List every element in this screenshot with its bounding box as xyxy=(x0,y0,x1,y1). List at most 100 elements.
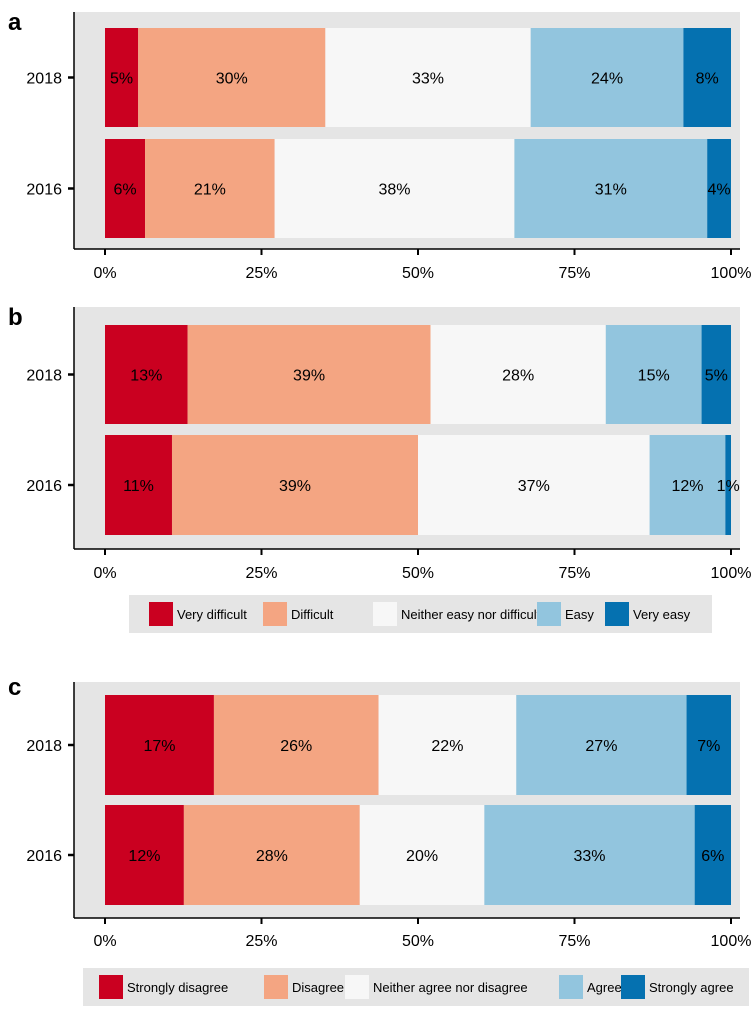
bar-segment xyxy=(694,805,731,905)
x-tick-label: 75% xyxy=(558,565,590,582)
data-label: 24% xyxy=(591,71,623,88)
y-tick-label: 2018 xyxy=(26,71,62,88)
bar-segment xyxy=(530,28,684,127)
legend-label: Easy xyxy=(565,607,594,622)
legend-key xyxy=(99,975,123,999)
data-label: 38% xyxy=(379,182,411,199)
data-label: 39% xyxy=(279,478,311,495)
data-label: 37% xyxy=(518,478,550,495)
bar-segment xyxy=(701,325,731,424)
bar-segment xyxy=(105,435,172,535)
legend-label: Very easy xyxy=(633,607,691,622)
x-tick-label: 100% xyxy=(711,565,752,582)
bar-segment xyxy=(213,695,379,795)
x-tick-label: 0% xyxy=(93,933,116,950)
legend-label: Strongly disagree xyxy=(127,980,228,995)
legend-key xyxy=(264,975,288,999)
data-label: 4% xyxy=(708,182,731,199)
data-label: 39% xyxy=(293,368,325,385)
bar-segment xyxy=(274,139,515,238)
legend-key xyxy=(373,602,397,626)
bar-segment xyxy=(605,325,702,424)
panel-label: a xyxy=(8,9,22,36)
bar-segment xyxy=(145,139,275,238)
legend-key xyxy=(537,602,561,626)
legend-label: Disagree xyxy=(292,980,344,995)
legend-key xyxy=(263,602,287,626)
data-label: 12% xyxy=(128,848,160,865)
legend-label: Difficult xyxy=(291,607,334,622)
panel-label: c xyxy=(8,674,21,701)
data-label: 11% xyxy=(123,478,154,495)
data-label: 28% xyxy=(256,848,288,865)
x-tick-label: 75% xyxy=(558,265,590,282)
x-tick-label: 0% xyxy=(93,265,116,282)
bar-segment xyxy=(105,695,214,795)
data-label: 8% xyxy=(696,71,719,88)
data-label: 28% xyxy=(502,368,534,385)
x-tick-label: 100% xyxy=(711,265,752,282)
y-tick-label: 2018 xyxy=(26,738,62,755)
panel-label: b xyxy=(8,304,23,331)
data-label: 5% xyxy=(110,71,133,88)
bar-segment xyxy=(430,325,606,424)
bar-segment xyxy=(378,695,517,795)
data-label: 1% xyxy=(717,478,740,495)
data-label: 6% xyxy=(701,848,724,865)
y-tick-label: 2016 xyxy=(26,848,62,865)
data-label: 13% xyxy=(130,368,162,385)
legend-label: Agree xyxy=(587,980,622,995)
y-tick-label: 2016 xyxy=(26,182,62,199)
legend-key xyxy=(345,975,369,999)
y-tick-label: 2016 xyxy=(26,478,62,495)
bar-segment xyxy=(183,805,360,905)
bar-segment xyxy=(649,435,726,535)
legend-key xyxy=(149,602,173,626)
x-tick-label: 0% xyxy=(93,565,116,582)
bar-segment xyxy=(418,435,650,535)
data-label: 12% xyxy=(671,478,703,495)
x-tick-label: 50% xyxy=(402,933,434,950)
data-label: 20% xyxy=(406,848,438,865)
bar-segment xyxy=(725,435,731,535)
y-tick-label: 2018 xyxy=(26,368,62,385)
chart-panel-a: a 5% 30% 33% 24% 8% 2018 6% 21% 38% 31% 4% 2016 0% 25%… xyxy=(8,9,751,282)
bar-segment xyxy=(359,805,485,905)
data-label: 30% xyxy=(216,71,248,88)
x-tick-label: 75% xyxy=(558,933,590,950)
legend-panel-b: Very difficult Difficult Neither easy nor … xyxy=(129,595,712,633)
data-label: 31% xyxy=(595,182,627,199)
bar-segment xyxy=(171,435,418,535)
x-tick-label: 50% xyxy=(402,565,434,582)
legend-key xyxy=(559,975,583,999)
legend-panel-c: Strongly disagree Disagree Neither agree n… xyxy=(83,968,749,1006)
x-tick-label: 100% xyxy=(711,933,752,950)
data-label: 33% xyxy=(412,71,444,88)
x-tick-label: 25% xyxy=(245,265,277,282)
bar-segment xyxy=(325,28,531,127)
data-label: 33% xyxy=(574,848,606,865)
data-label: 5% xyxy=(705,368,728,385)
x-tick-label: 25% xyxy=(245,933,277,950)
legend-label: Very difficult xyxy=(177,607,247,622)
data-label: 6% xyxy=(113,182,136,199)
bar-segment xyxy=(105,805,184,905)
bar-segment xyxy=(105,325,188,424)
bar-segment xyxy=(683,28,731,127)
bar-segment xyxy=(686,695,731,795)
bar-segment xyxy=(105,139,146,238)
chart-panel-c: c 17% 26% 22% 27% 7% 2018 12% 28% 20% 33% 6% 2016 0% 2… xyxy=(8,674,751,950)
chart-panel-b: b 13% 39% 28% 15% 5% 2018 11% 39% 37% 12% 1% 2016 0% 2… xyxy=(8,304,751,582)
data-label: 15% xyxy=(638,368,670,385)
bar-segment xyxy=(514,139,708,238)
data-label: 7% xyxy=(697,738,720,755)
legend-key xyxy=(605,602,629,626)
bar-segment xyxy=(484,805,695,905)
data-label: 21% xyxy=(194,182,226,199)
bar-segment xyxy=(187,325,431,424)
bar-segment xyxy=(138,28,326,127)
bar-segment xyxy=(105,28,139,127)
data-label: 17% xyxy=(143,738,175,755)
legend-label: Neither easy nor difficult xyxy=(401,607,541,622)
